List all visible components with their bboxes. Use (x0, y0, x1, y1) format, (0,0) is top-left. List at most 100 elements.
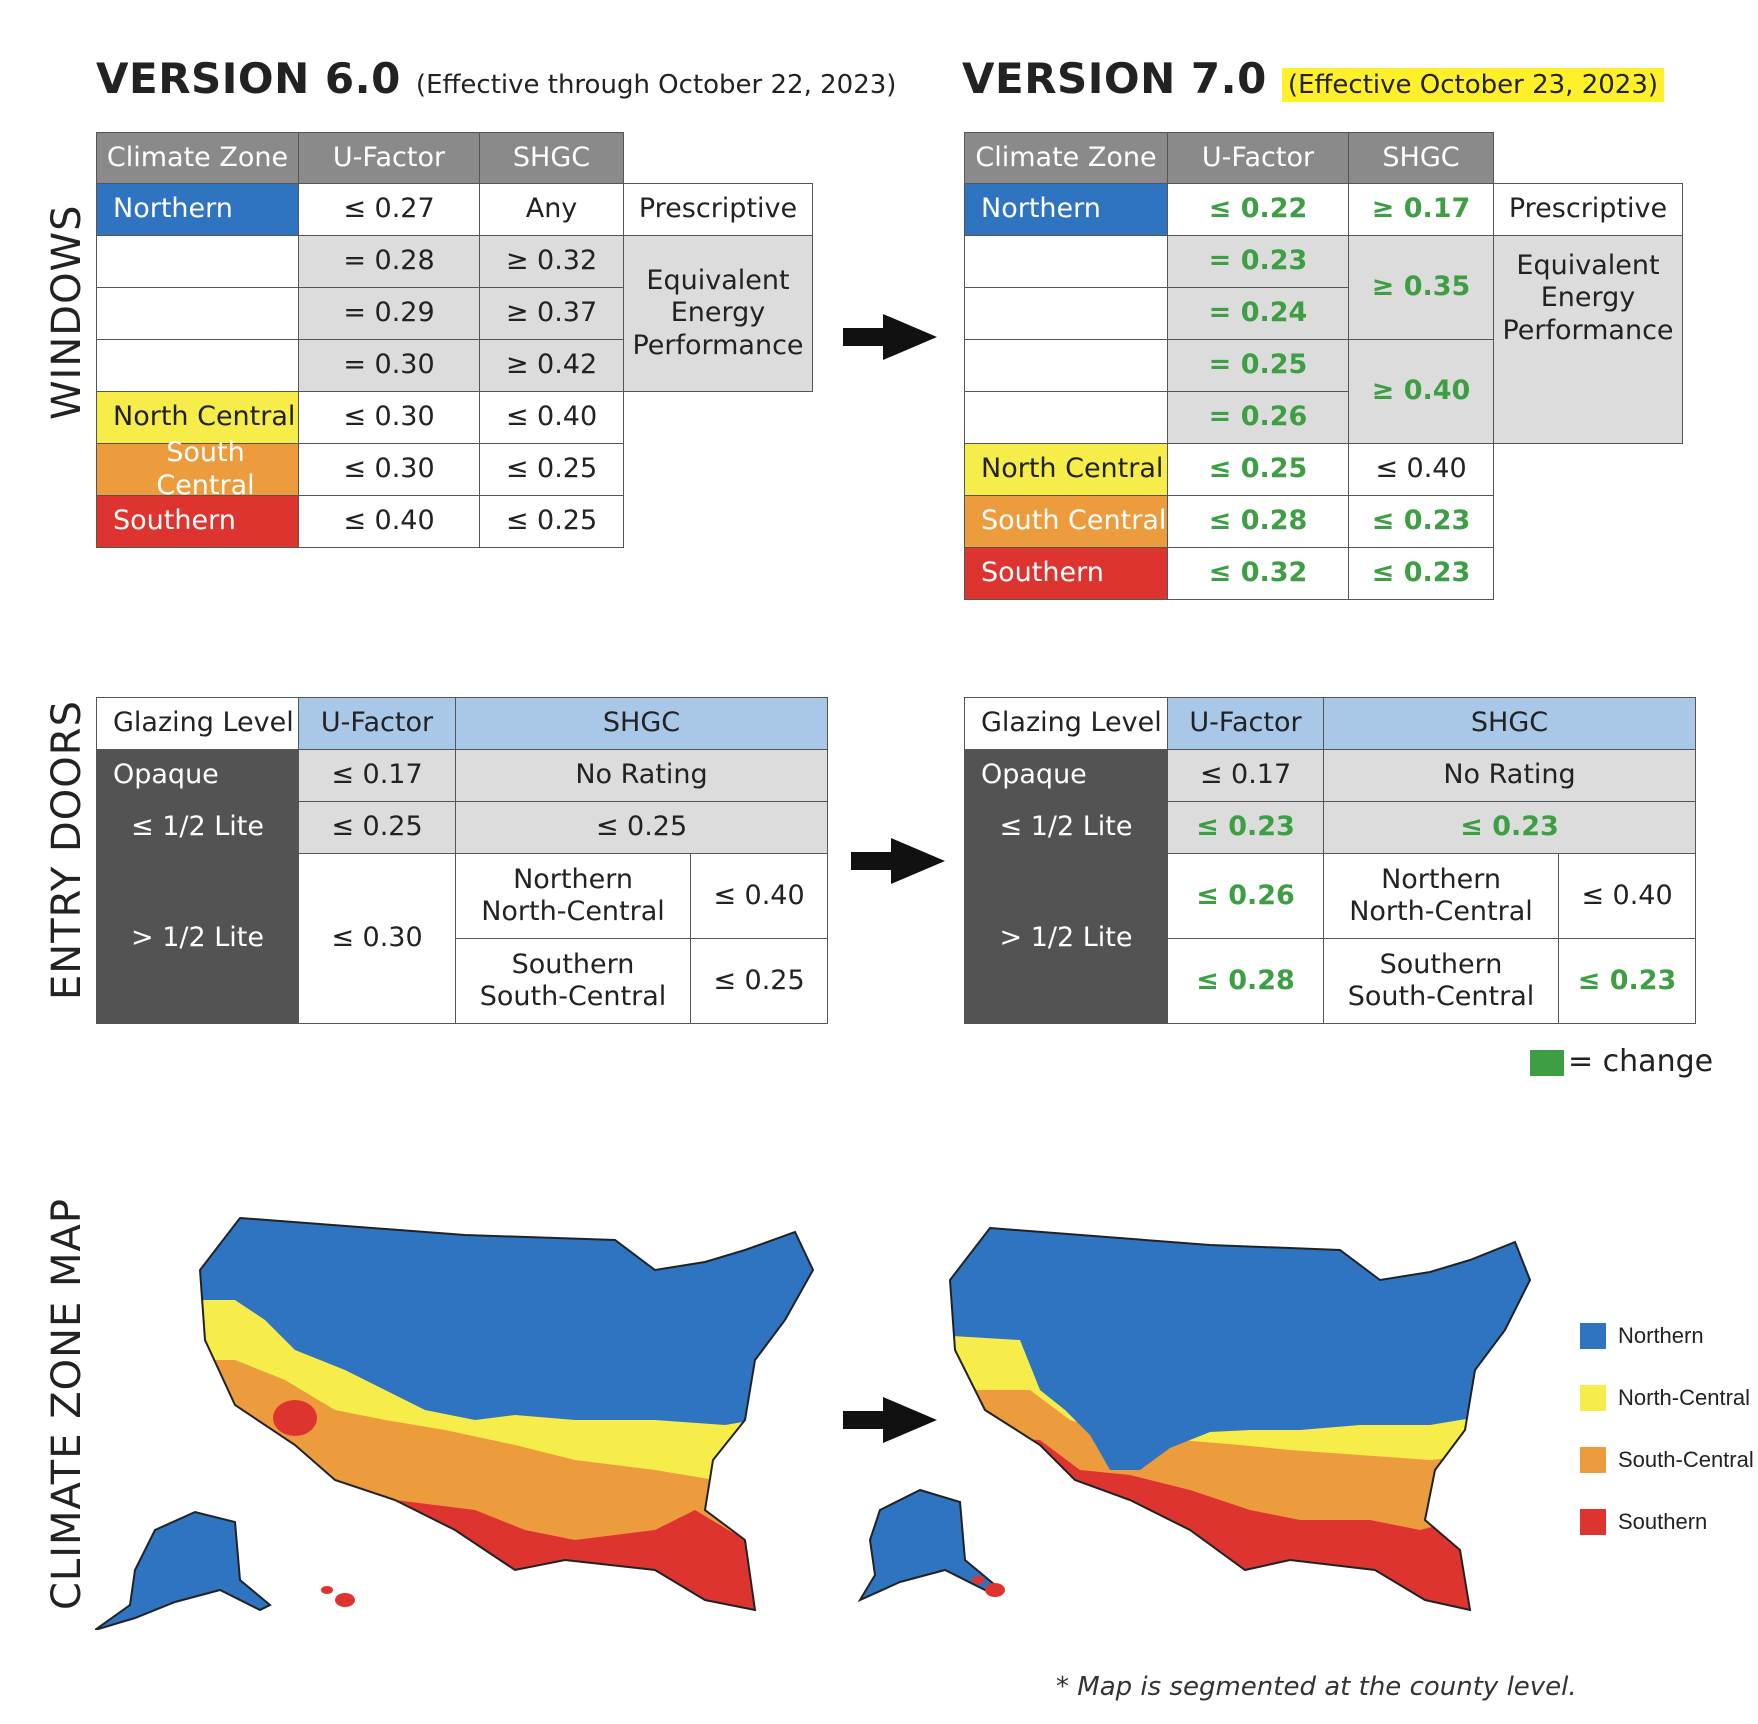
v7-door-north-u: ≤ 0.26 (1167, 853, 1324, 939)
v7-eq-u-2: = 0.24 (1167, 287, 1349, 340)
v7-door-south-u: ≤ 0.28 (1167, 938, 1324, 1024)
climate-map-v7 (857, 1226, 1532, 1612)
v7-zone-north-central: North Central (964, 443, 1168, 496)
v7-door-half-s: ≤ 0.23 (1323, 801, 1696, 854)
v7-door-south-zone-1: Southern (1379, 948, 1503, 980)
v7-nc-u: ≤ 0.25 (1167, 443, 1349, 496)
map-legend-northern-swatch (1580, 1323, 1606, 1349)
v6-door-opaque-s: No Rating (455, 749, 828, 802)
v6-equivalent-performance: Equivalent Energy Performance (623, 235, 813, 392)
climate-map-side-label: CLIMATE ZONE MAP (44, 1198, 90, 1610)
v7-eq-u-4: = 0.26 (1167, 391, 1349, 444)
v6-eq-u-3: = 0.30 (298, 339, 480, 392)
climate-map-v6 (95, 1216, 815, 1630)
v7-eq-zone-4 (964, 391, 1168, 444)
windows-side-label: WINDOWS (44, 204, 90, 421)
map-legend-northern: Northern (1618, 1323, 1704, 1348)
v6-zone-north-central: North Central (96, 391, 299, 444)
version-6-title: VERSION 6.0 (Effective through October 2… (96, 54, 896, 103)
version-6-effective: (Effective through October 22, 2023) (415, 70, 897, 100)
v6-eq-u-2: = 0.29 (298, 287, 480, 340)
v6-eq-s-1: ≥ 0.32 (479, 235, 624, 288)
v7-door-header-glazing: Glazing Level (964, 697, 1168, 750)
windows-arrow-icon (843, 314, 937, 360)
v7-door-header-shgc: SHGC (1323, 697, 1696, 750)
v7-header-ufactor: U-Factor (1167, 132, 1349, 184)
entry-doors-side-label: ENTRY DOORS (44, 700, 90, 1000)
v7-nc-s: ≤ 0.40 (1348, 443, 1494, 496)
v7-northern-u: ≤ 0.22 (1167, 183, 1349, 236)
v6-door-north-s: ≤ 0.40 (690, 853, 828, 939)
v6-nc-s: ≤ 0.40 (479, 391, 624, 444)
v6-door-half-s: ≤ 0.25 (455, 801, 828, 854)
v7-door-opaque-s: No Rating (1323, 749, 1696, 802)
v6-door-opaque: Opaque (96, 749, 299, 802)
v6-eq-line-3: Performance (632, 329, 804, 361)
v6-zone-northern: Northern (96, 183, 299, 236)
v6-door-over-half-lite: > 1/2 Lite (96, 853, 299, 1024)
v6-nc-u: ≤ 0.30 (298, 391, 480, 444)
v7-eq-u-1: = 0.23 (1167, 235, 1349, 288)
v7-eq-line-1: Equivalent (1516, 250, 1660, 281)
v6-door-opaque-u: ≤ 0.17 (298, 749, 456, 802)
v7-zone-southern: Southern (964, 547, 1168, 600)
v7-southern-s: ≤ 0.23 (1348, 547, 1494, 600)
v6-header-zone: Climate Zone (96, 132, 299, 184)
map-legend-north-central-swatch (1580, 1385, 1606, 1411)
v6-door-header-shgc: SHGC (455, 697, 828, 750)
v7-eq-line-3: Performance (1502, 314, 1674, 346)
v6-zone-south-central: South Central (96, 437, 299, 501)
change-legend-swatch (1530, 1050, 1564, 1076)
v6-door-north-zone-2: North-Central (481, 896, 665, 927)
v7-door-south-zones: Southern South-Central (1323, 938, 1559, 1024)
v6-eq-line-1: Equivalent (646, 264, 790, 296)
v6-southern-u: ≤ 0.40 (298, 495, 480, 548)
v6-prescriptive: Prescriptive (623, 183, 813, 236)
v7-door-half-u: ≤ 0.23 (1167, 801, 1324, 854)
v6-door-south-zone-2: South-Central (479, 981, 667, 1012)
v7-sc-s: ≤ 0.23 (1348, 495, 1494, 548)
v6-door-south-s: ≤ 0.25 (690, 938, 828, 1024)
v7-door-north-zone-2: North-Central (1349, 896, 1533, 927)
v6-zone-southern: Southern (96, 495, 299, 548)
v6-sc-s: ≤ 0.25 (479, 443, 624, 496)
v7-header-zone: Climate Zone (964, 132, 1168, 184)
v6-header-shgc: SHGC (479, 132, 624, 184)
v6-sc-u: ≤ 0.30 (298, 443, 480, 496)
v7-door-opaque-u: ≤ 0.17 (1167, 749, 1324, 802)
map-footnote: * Map is segmented at the county level. (1056, 1672, 1577, 1702)
map-arrow-icon (843, 1397, 937, 1443)
map-legend-southern-swatch (1580, 1509, 1606, 1535)
v7-door-header-ufactor: U-Factor (1167, 697, 1324, 750)
v6-eq-s-3: ≥ 0.42 (479, 339, 624, 392)
v6-door-north-zones: Northern North-Central (455, 853, 691, 939)
v6-door-south-zones: Southern South-Central (455, 938, 691, 1024)
v7-header-shgc: SHGC (1348, 132, 1494, 184)
v6-southern-s: ≤ 0.25 (479, 495, 624, 548)
v6-header-ufactor: U-Factor (298, 132, 480, 184)
v7-zone-south-central: South Central (964, 495, 1168, 548)
v7-door-south-s: ≤ 0.23 (1558, 938, 1696, 1024)
v7-eq-s-1: ≥ 0.35 (1348, 235, 1494, 340)
v6-door-north-zone-1: Northern (513, 863, 633, 895)
v7-northern-s: ≥ 0.17 (1348, 183, 1494, 236)
v6-eq-zone-1 (96, 235, 299, 288)
v6-northern-s: Any (479, 183, 624, 236)
v7-eq-u-3: = 0.25 (1167, 339, 1349, 392)
v6-door-header-ufactor: U-Factor (298, 697, 456, 750)
v7-sc-u: ≤ 0.28 (1167, 495, 1349, 548)
v6-eq-line-2: Energy (670, 297, 766, 329)
v7-zone-northern: Northern (964, 183, 1168, 236)
map-legend-south-central: South-Central (1618, 1447, 1754, 1472)
v7-eq-s-2: ≥ 0.40 (1348, 339, 1494, 444)
map-legend-southern: Southern (1618, 1509, 1708, 1534)
version-7-effective: (Effective October 23, 2023) (1281, 68, 1665, 102)
version-7-label: VERSION 7.0 (962, 54, 1267, 103)
v7-eq-line-2: Energy (1540, 282, 1636, 314)
v7-door-north-zones: Northern North-Central (1323, 853, 1559, 939)
version-6-label: VERSION 6.0 (96, 54, 401, 103)
v6-eq-u-1: = 0.28 (298, 235, 480, 288)
v7-door-opaque: Opaque (964, 749, 1168, 802)
v7-eq-zone-1 (964, 235, 1168, 288)
v7-door-north-s: ≤ 0.40 (1558, 853, 1696, 939)
